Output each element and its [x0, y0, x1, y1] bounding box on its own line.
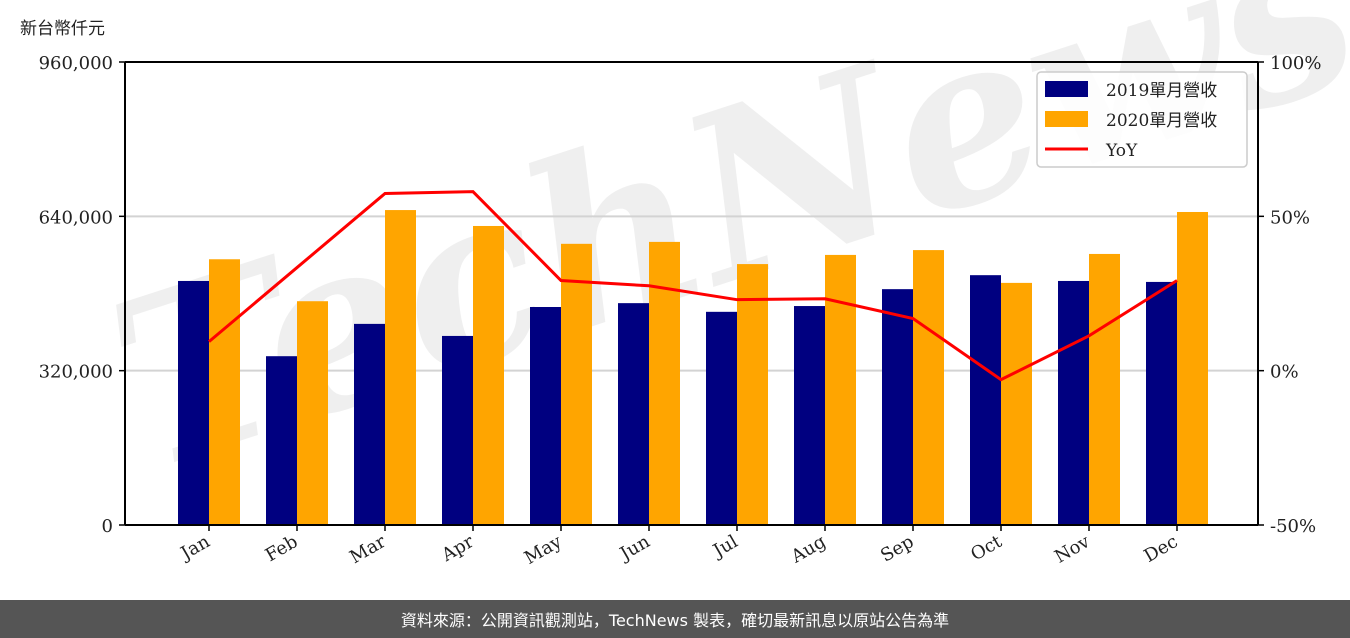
bar-2020-apr	[473, 225, 504, 525]
x-tick-label-feb: Feb	[262, 531, 302, 566]
legend-label: 2019單月營收	[1106, 81, 1217, 101]
x-tick-label-mar: Mar	[346, 531, 390, 568]
x-tick-label-jan: Jan	[176, 531, 214, 565]
y-tick-label: 320,000	[39, 362, 113, 383]
x-tick-label-aug: Aug	[787, 531, 830, 568]
bar-2019-apr	[442, 335, 473, 525]
y-axis-unit-label: 新台幣仟元	[20, 19, 105, 39]
bar-2019-may	[530, 307, 561, 525]
bar-2020-dec	[1177, 211, 1208, 525]
x-tick-label-jul: Jul	[708, 531, 742, 563]
bar-2020-mar	[385, 210, 416, 525]
x-tick-label-oct: Oct	[967, 531, 1006, 566]
bar-2019-jun	[618, 303, 649, 525]
x-tick-label-sep: Sep	[877, 531, 917, 566]
bar-2019-dec	[1146, 281, 1177, 525]
bar-series	[178, 210, 1208, 526]
bar-2019-aug	[794, 306, 825, 525]
legend-label: 2020單月營收	[1106, 111, 1217, 131]
bar-2020-feb	[297, 301, 328, 525]
y2-tick-label: 50%	[1270, 207, 1310, 228]
y-tick-label: 960,000	[39, 53, 113, 74]
bar-2019-jul	[706, 311, 737, 525]
bar-2019-sep	[882, 289, 913, 525]
y2-tick-label: -50%	[1270, 516, 1316, 537]
legend-swatch-2020	[1045, 111, 1088, 127]
bar-2020-jul	[737, 264, 768, 525]
bar-2020-sep	[913, 250, 944, 525]
x-tick-label-apr: Apr	[437, 531, 477, 566]
legend: 2019單月營收 2020單月營收 YoY	[1036, 71, 1248, 168]
bar-2020-aug	[825, 254, 856, 525]
x-tick-label-dec: Dec	[1141, 531, 1182, 567]
y2-tick-label: 0%	[1270, 362, 1299, 383]
legend-label: YoY	[1105, 141, 1138, 161]
bar-2019-oct	[970, 275, 1001, 525]
bar-2019-mar	[354, 323, 385, 525]
bar-2019-feb	[266, 356, 297, 525]
source-footer: 資料來源：公開資訊觀測站，TechNews 製表，確切最新訊息以原站公告為準	[0, 600, 1350, 638]
revenue-chart: TechNews 0320,000640,000960,000-50%0%50%…	[39, 0, 1350, 569]
y2-tick-label: 100%	[1270, 53, 1321, 74]
bar-2019-jan	[178, 280, 209, 525]
y-tick-label: 640,000	[39, 207, 113, 228]
yoy-polyline	[208, 190, 1178, 382]
bar-2020-jan	[209, 259, 240, 525]
y-tick-label: 0	[102, 516, 113, 537]
bar-2020-may	[561, 243, 592, 525]
bar-2019-nov	[1058, 280, 1089, 525]
bar-2020-nov	[1089, 253, 1120, 525]
x-tick-label-may: May	[521, 531, 566, 569]
legend-box	[1036, 71, 1248, 168]
bar-2020-oct	[1001, 282, 1032, 525]
legend-swatch-2019	[1045, 81, 1088, 97]
x-tick-label-nov: Nov	[1051, 531, 1094, 568]
x-tick-label-jun: Jun	[615, 531, 654, 566]
yoy-line	[208, 190, 1178, 382]
bar-2020-jun	[649, 241, 680, 526]
